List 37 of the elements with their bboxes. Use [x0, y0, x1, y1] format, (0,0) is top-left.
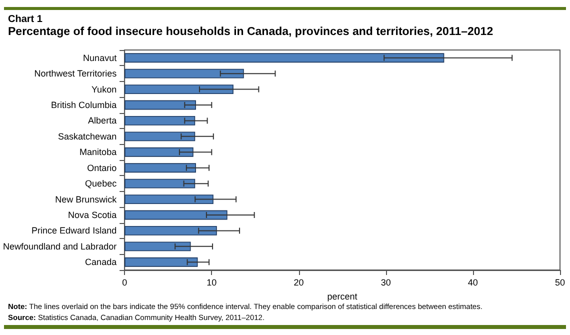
x-axis-title: percent [327, 291, 358, 302]
x-tick-label: 30 [380, 278, 391, 288]
y-tick-label: Alberta [88, 116, 117, 126]
bar [124, 84, 234, 94]
y-tick-label: Newfoundland and Labrador [2, 241, 117, 252]
y-tick-label: Manitoba [80, 147, 117, 158]
bar [124, 116, 196, 126]
y-tick-label: Yukon [92, 84, 117, 94]
text: Chart 1 [8, 14, 42, 25]
x-tick-label: 20 [294, 278, 304, 288]
bar [124, 132, 196, 142]
x-tick-label: 50 [554, 278, 566, 288]
x-tick-label: 10 [206, 278, 217, 288]
y-tick-label: New Brunswick [55, 194, 118, 204]
x-tick-label: 40 [468, 278, 478, 288]
bar [124, 226, 217, 236]
bar [124, 147, 194, 157]
chart-subtitle: Percentage of food insecure households in Canada, provinces and territories, 2011–2012 [8, 26, 494, 38]
y-tick-label: Saskatchewan [58, 131, 117, 142]
bar [124, 210, 228, 220]
y-tick-label: Canada [85, 257, 117, 268]
bar [124, 257, 198, 267]
y-tick-label: Ontario [87, 162, 117, 173]
y-tick-label: Nunavut [83, 52, 118, 63]
bar [124, 194, 214, 204]
x-tick-label: 0 [122, 278, 128, 288]
bar [124, 53, 444, 63]
y-tick-label: Prince Edward Island [32, 226, 117, 236]
bar [124, 68, 244, 78]
bar [124, 242, 191, 252]
bar [124, 178, 196, 188]
y-tick-label: Northwest Territories [34, 68, 118, 79]
bar [124, 163, 196, 173]
bar [124, 100, 196, 110]
y-tick-label: Quebec [85, 178, 118, 189]
y-tick-label: Nova Scotia [68, 210, 117, 220]
y-tick-label: British Columbia [51, 100, 117, 110]
